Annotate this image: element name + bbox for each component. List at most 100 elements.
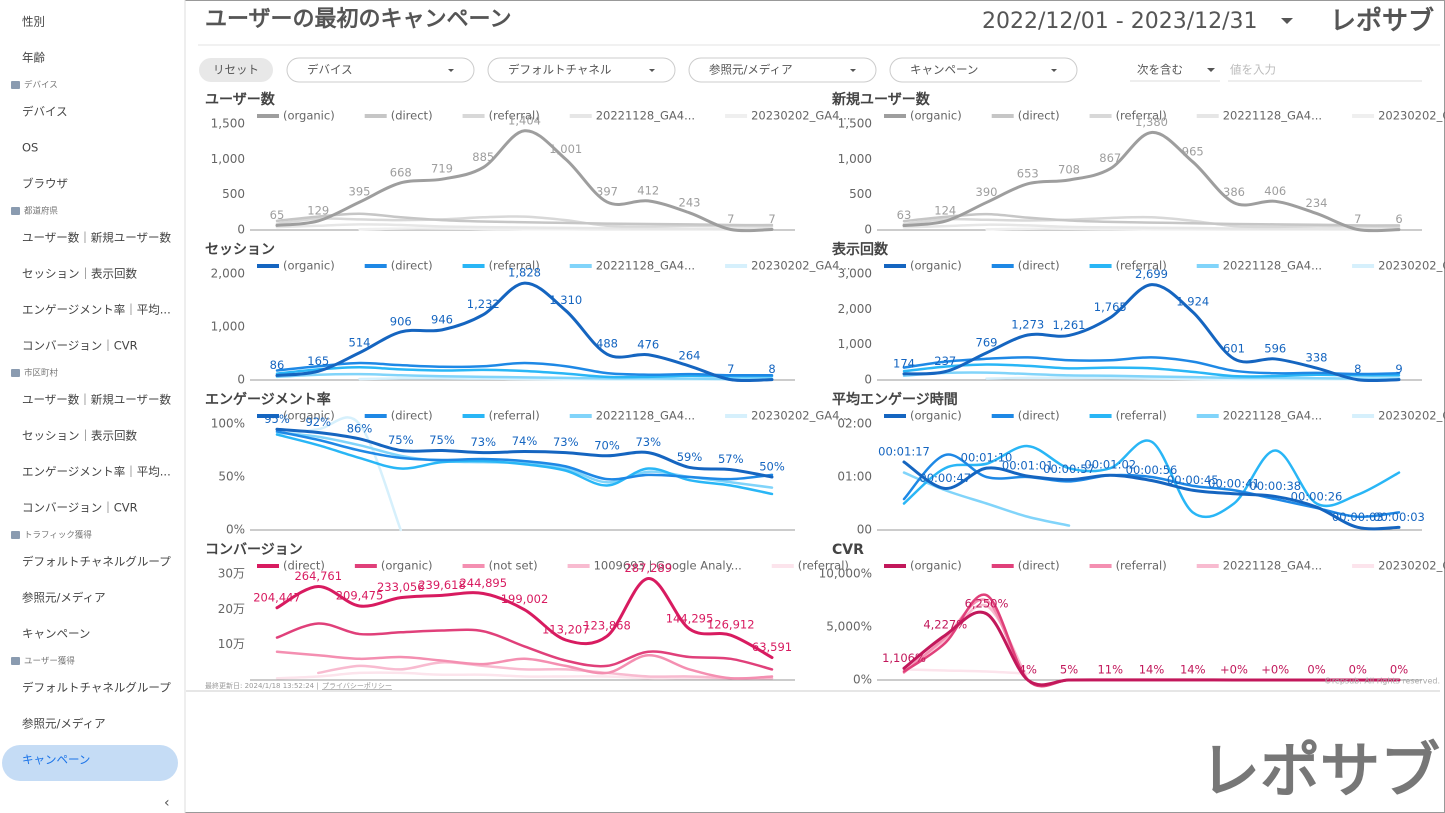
filter-arrow[interactable]	[448, 69, 454, 72]
reset-button[interactable]	[199, 58, 273, 82]
menu-item[interactable]: エンゲージメント率｜平均...	[22, 303, 171, 317]
series-line	[275, 650, 774, 680]
y-tick-label: 1,500	[211, 117, 245, 131]
value-input[interactable]: 値を入力	[1230, 63, 1276, 77]
data-label: 00:00:56	[1126, 463, 1178, 477]
series-line	[902, 439, 1401, 519]
menu-item[interactable]: セッション｜表示回数	[22, 429, 137, 443]
data-label: 165	[307, 354, 329, 368]
privacy-link[interactable]: プライバシーポリシー	[322, 682, 392, 690]
menu-item[interactable]: エンゲージメント率｜平均...	[22, 465, 171, 479]
legend-label: (direct)	[391, 259, 433, 273]
filter-dropdown[interactable]	[487, 57, 676, 83]
section-icon	[11, 81, 20, 89]
legend-label: 20230202_GA4...	[1378, 259, 1445, 273]
data-label: 50%	[759, 460, 785, 474]
menu-item[interactable]: ユーザー数｜新規ユーザー数	[22, 393, 172, 407]
legend-label: 20221128_GA4...	[596, 409, 695, 423]
data-label: 264,761	[294, 569, 342, 583]
y-tick-label: 1,000	[211, 152, 245, 166]
data-label: 488	[596, 337, 618, 351]
y-tick-label: 10,000%	[819, 567, 872, 581]
big-logo: レポサブ	[1200, 737, 1440, 807]
menu-item[interactable]: デバイス	[22, 105, 68, 119]
data-label: 86	[270, 358, 285, 372]
data-label: 174	[893, 356, 915, 370]
menu-item[interactable]: デフォルトチャネルグループ	[22, 555, 171, 569]
series-line	[902, 223, 1401, 231]
sidebar	[0, 0, 185, 813]
data-label: 7	[1354, 212, 1361, 226]
filter-arrow[interactable]	[1051, 69, 1057, 72]
legend-label: (organic)	[283, 409, 335, 423]
data-label: 1,924	[1176, 295, 1209, 309]
menu-item[interactable]: コンバージョン｜CVR	[22, 501, 138, 515]
legend-label: 20230202_GA4...	[1378, 409, 1445, 423]
chart-title: セッション	[205, 242, 275, 258]
menu-item[interactable]: キャンペーン	[22, 753, 90, 767]
series-line	[275, 281, 774, 383]
data-label: 653	[1017, 166, 1039, 180]
filter-arrow[interactable]	[850, 69, 856, 72]
data-label: 9	[1395, 362, 1402, 376]
y-tick-label: 02:00	[837, 417, 872, 431]
collapse-button[interactable]: ‹	[164, 795, 170, 811]
data-label: 73%	[635, 435, 661, 449]
date-range[interactable]: 2022/12/01 - 2023/12/31	[982, 9, 1258, 34]
series-line	[275, 671, 774, 680]
filter-label[interactable]: キャンペーン	[910, 63, 978, 77]
data-label: 199,002	[501, 592, 549, 606]
filter-dropdown[interactable]	[688, 57, 877, 83]
menu-item[interactable]: 参照元/メディア	[22, 591, 106, 605]
filter-label[interactable]: デフォルトチャネル	[508, 63, 611, 77]
series-line	[275, 427, 774, 479]
y-tick-label: 0	[237, 373, 245, 387]
data-label: +0%	[1261, 663, 1289, 677]
menu-item[interactable]: キャンペーン	[22, 627, 90, 641]
reset-label[interactable]: リセット	[213, 63, 259, 77]
data-label: 209,475	[336, 588, 384, 602]
filter-label[interactable]: デバイス	[307, 63, 353, 77]
data-label: 6	[1395, 212, 1402, 226]
menu-item[interactable]: デフォルトチャネルグループ	[22, 681, 171, 695]
y-tick-label: 0%	[853, 673, 872, 687]
charts: ユーザー数 0 500 1,000 1,500 (organic) (direct) (ref…	[205, 91, 1445, 688]
data-label: 00:01:02	[1084, 458, 1136, 472]
menu-item[interactable]: 参照元/メディア	[22, 717, 106, 731]
data-label: 00:00:57	[1043, 462, 1095, 476]
series-line	[902, 610, 1401, 687]
condition-arrow[interactable]	[1207, 68, 1215, 72]
series-line	[275, 212, 774, 227]
date-dropdown-arrow[interactable]	[1281, 18, 1293, 24]
menu-item[interactable]: 年齢	[22, 51, 45, 65]
menu-item[interactable]: OS	[22, 141, 38, 155]
data-label: 1,828	[508, 266, 541, 280]
section-heading: ユーザー獲得	[24, 656, 75, 667]
filter-dropdown[interactable]	[286, 57, 475, 83]
y-tick-label: 0	[864, 373, 872, 387]
data-label: 719	[431, 162, 453, 176]
condition-select[interactable]: 次を含む	[1137, 63, 1183, 77]
menu-item[interactable]: ユーザー数｜新規ユーザー数	[22, 231, 172, 245]
filter-label[interactable]: 参照元/メディア	[709, 63, 793, 77]
data-label: 406	[1264, 184, 1286, 198]
last-updated: 最終更新日: 2024/1/18 13:52:24 |	[205, 681, 319, 690]
menu-item[interactable]: ブラウザ	[22, 177, 68, 191]
data-label: 73%	[553, 435, 579, 449]
filter-dropdown[interactable]	[889, 57, 1078, 83]
data-label: 234	[1306, 196, 1328, 210]
filter-arrow[interactable]	[649, 69, 655, 72]
chart-title: エンゲージメント率	[205, 391, 331, 408]
data-label: 11%	[1097, 662, 1123, 676]
legend-label: (organic)	[910, 409, 962, 423]
legend-label: (direct)	[1018, 409, 1060, 423]
menu-item[interactable]: 性別	[22, 15, 45, 29]
section-heading: デバイス	[24, 80, 58, 91]
y-tick-label: 1,500	[838, 117, 872, 131]
data-label: 8	[768, 362, 775, 376]
menu-item[interactable]: コンバージョン｜CVR	[22, 339, 138, 353]
series-line	[902, 215, 1401, 229]
menu-item[interactable]: セッション｜表示回数	[22, 267, 137, 281]
chart-title: 表示回数	[831, 241, 889, 258]
data-label: 7	[727, 212, 734, 226]
